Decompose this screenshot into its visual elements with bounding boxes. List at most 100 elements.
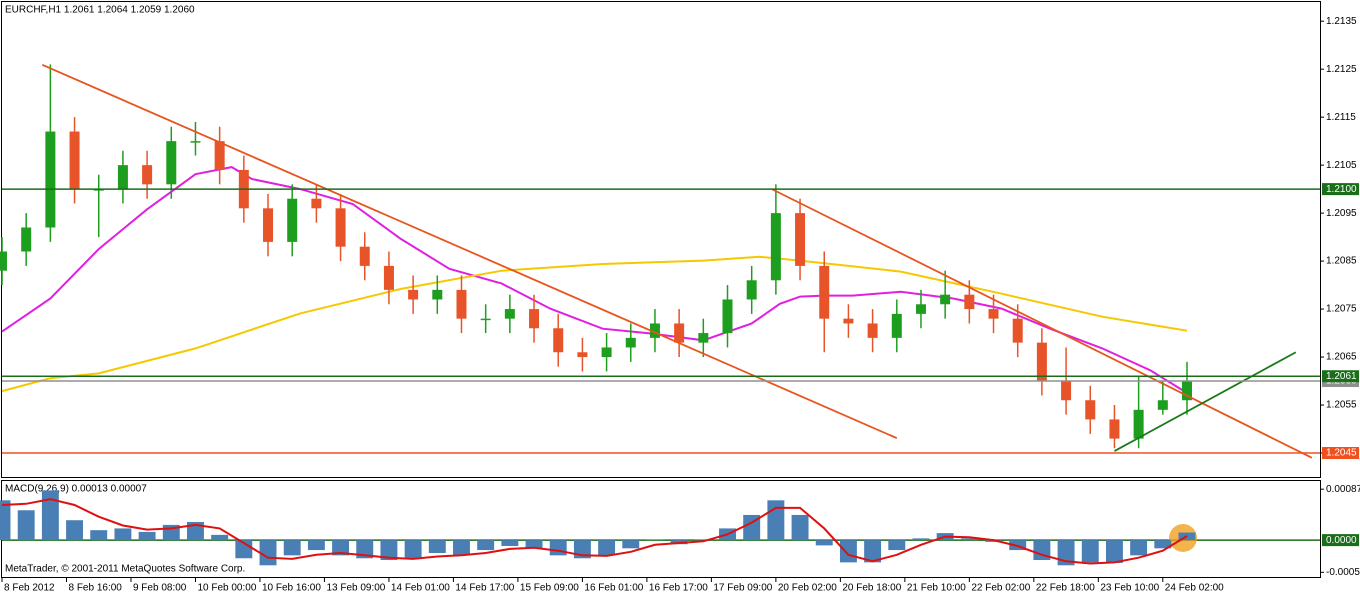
trendline [1114, 351, 1297, 452]
macd-bar [501, 540, 519, 546]
candle-body [891, 313, 902, 338]
candle-body [795, 213, 806, 266]
macd-bar [743, 514, 761, 541]
candle-body [964, 294, 975, 310]
y-tick-label: 1.2065 [1326, 352, 1357, 363]
macd-bar [41, 490, 59, 541]
macd-bar [259, 540, 277, 566]
candle-body [408, 289, 419, 300]
macd-bar [1105, 540, 1123, 563]
level-box [1322, 370, 1359, 383]
y-tick-label: 1.2085 [1326, 256, 1357, 267]
candle-body [1157, 400, 1168, 410]
macd-bar [525, 540, 543, 549]
macd-bar [622, 540, 640, 549]
candle-body [142, 165, 153, 185]
macd-bar [767, 500, 785, 541]
y-tick-label: 1.2055 [1326, 400, 1357, 411]
candle-body [819, 265, 830, 319]
candle-body [359, 246, 370, 266]
candle-body [843, 318, 854, 324]
x-tick-label: 8 Feb 16:00 [68, 583, 122, 594]
macd-label: MACD(9,26,9) 0.00013 0.00007 [5, 484, 147, 495]
x-tick-label: 22 Feb 02:00 [971, 583, 1030, 594]
candle-body [1133, 409, 1144, 439]
candle-body [601, 347, 612, 358]
macd-signal [1, 498, 1188, 565]
x-tick-label: 24 Feb 02:00 [1165, 583, 1224, 594]
macd-bar [646, 539, 664, 541]
candle-body [166, 141, 177, 185]
candle-body [456, 289, 467, 319]
level-box [1322, 447, 1359, 460]
macd-bar [453, 540, 470, 556]
candle-body [625, 337, 636, 348]
macd-bar [598, 540, 616, 556]
candle-body [1109, 419, 1120, 439]
x-tick-label: 16 Feb 01:00 [584, 583, 643, 594]
macd-bar [332, 540, 350, 556]
macd-bar [0, 500, 11, 541]
x-tick-label: 9 Feb 08:00 [133, 583, 187, 594]
candle-body [746, 280, 757, 300]
macd-bar [839, 540, 857, 563]
macd-bar [694, 539, 712, 541]
macd-bar [1081, 540, 1099, 563]
x-tick-label: 20 Feb 02:00 [778, 583, 837, 594]
x-tick-label: 14 Feb 01:00 [391, 583, 450, 594]
moving-average [1, 166, 1188, 394]
candle-body [287, 198, 298, 242]
x-tick-label: 10 Feb 16:00 [262, 583, 321, 594]
macd-bar [17, 510, 35, 541]
y-tick-label: 0.00087 [1326, 484, 1360, 495]
candle-body [577, 352, 588, 358]
candle-body [311, 198, 322, 209]
candle-body [553, 328, 564, 353]
x-tick-label: 13 Feb 09:00 [326, 583, 385, 594]
candle-body [698, 333, 709, 343]
chart-title: EURCHF,H1 1.2061 1.2064 1.2059 1.2060 [5, 5, 195, 16]
candle-body [335, 208, 346, 247]
macd-bar [888, 540, 906, 551]
x-tick-label: 14 Feb 17:00 [455, 583, 514, 594]
macd-bar [815, 540, 833, 546]
level-box [1322, 534, 1359, 547]
y-tick-label: 1.2125 [1326, 64, 1357, 75]
trendline [771, 188, 1313, 459]
x-tick-label: 10 Feb 00:00 [197, 583, 256, 594]
macd-bar [404, 540, 422, 559]
x-tick-label: 8 Feb 2012 [4, 583, 55, 594]
candle-body [940, 294, 951, 305]
macd-bar [1057, 540, 1075, 566]
candle-body [1085, 400, 1096, 420]
footer: MetaTrader, © 2001-2011 MetaQuotes Softw… [5, 564, 245, 575]
candle-body [190, 141, 201, 143]
x-tick-label: 20 Feb 18:00 [842, 583, 901, 594]
candle-body [214, 141, 225, 170]
y-tick-label: -0.00055 [1326, 567, 1360, 578]
level-box [1322, 183, 1359, 196]
y-tick-label: 1.2095 [1326, 208, 1357, 219]
y-tick-label: 1.2135 [1326, 16, 1357, 27]
macd-bar [1154, 540, 1172, 549]
x-tick-label: 21 Feb 10:00 [907, 583, 966, 594]
macd-bar [549, 540, 567, 556]
candle-body [1061, 381, 1072, 401]
macd-bar [66, 520, 84, 541]
macd-bar [912, 538, 930, 541]
macd-bar [114, 528, 132, 541]
macd-bar [428, 540, 446, 553]
candle-body [504, 309, 515, 319]
x-tick-label: 17 Feb 09:00 [713, 583, 772, 594]
candle-body [45, 131, 56, 228]
macd-bar [1130, 540, 1148, 556]
x-tick-label: 22 Feb 18:00 [1036, 583, 1095, 594]
macd-bar [138, 531, 156, 541]
y-tick-label: 0.0000 [1326, 535, 1357, 546]
candle-body [988, 309, 999, 319]
candle-body [0, 251, 7, 271]
y-tick-label: 1.2075 [1326, 304, 1357, 315]
candle-body [480, 318, 491, 321]
